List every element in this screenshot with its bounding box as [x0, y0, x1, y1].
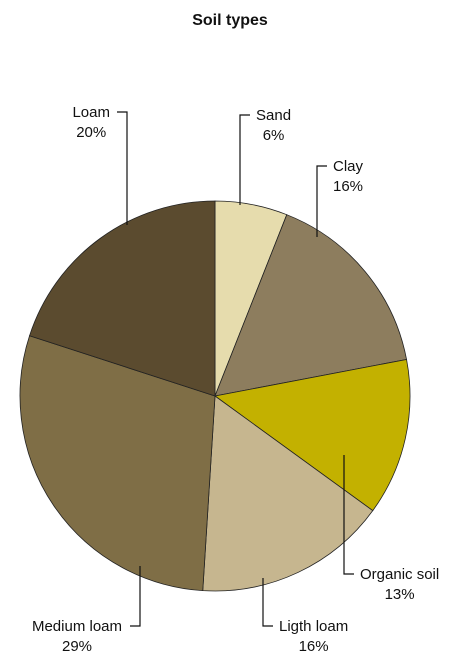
slice-label: Ligth loam — [279, 618, 348, 635]
leader-lines — [117, 111, 354, 627]
pie-slice-ligth-loam — [202, 395, 374, 592]
pie-slice-loam — [29, 200, 216, 397]
slice-value-label: 20% — [76, 124, 106, 141]
leader-line — [343, 455, 354, 575]
slice-value-label: 13% — [385, 586, 415, 603]
leader-line — [117, 111, 128, 225]
pie-slices — [19, 200, 411, 592]
slice-label: Organic soil — [360, 566, 439, 583]
pie-slice-medium-loam — [19, 335, 216, 592]
slice-labels: Sand 6% Clay 16% Organic soil 13% Ligth loam 16… — [32, 104, 439, 655]
slice-label: Clay — [333, 158, 364, 175]
slice-value-label: 16% — [299, 638, 329, 655]
leader-line — [262, 578, 273, 627]
slice-label: Sand — [256, 107, 291, 124]
chart-title: Soil types — [192, 12, 268, 29]
pie-slice-organic-soil — [214, 358, 411, 512]
slice-value-label: 16% — [333, 178, 363, 195]
slice-value-label: 6% — [263, 127, 285, 144]
slice-label: Medium loam — [32, 618, 122, 635]
slice-value-label: 29% — [62, 638, 92, 655]
leader-line — [130, 566, 141, 627]
pie-slice-clay — [214, 214, 408, 397]
slice-label: Loam — [72, 104, 110, 121]
leader-line — [239, 114, 250, 205]
leader-line — [316, 165, 327, 237]
